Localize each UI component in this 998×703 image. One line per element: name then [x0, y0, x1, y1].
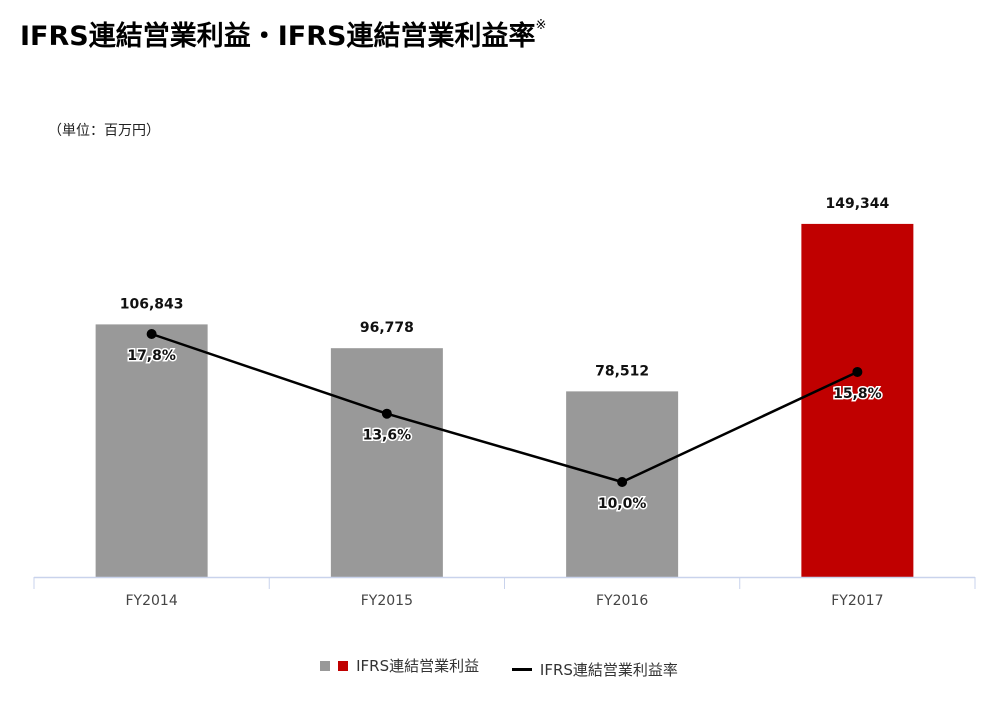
unit-label: （単位：百万円） — [48, 123, 160, 139]
bar-FY2017 — [801, 223, 914, 577]
page-title-text: IFRS連結営業利益・IFRS連結営業利益率 — [20, 21, 536, 52]
legend-swatch-line — [511, 667, 532, 671]
legend-bar-label: IFRS連結営業利益 — [356, 657, 480, 675]
margin-line — [151, 332, 858, 484]
bar-value-label: 106,843 — [120, 296, 184, 312]
margin-value-label: 17,8% — [127, 348, 176, 364]
bar-value-label: 149,344 — [825, 196, 889, 212]
margin-point — [852, 366, 863, 377]
legend-swatch-gray — [320, 660, 331, 671]
legend-item-bars: IFRS連結営業利益 — [320, 655, 479, 676]
margin-value-label: 13,6% — [363, 428, 412, 444]
legend-item-line: IFRS連結営業利益率 — [511, 659, 678, 680]
x-tick-label: FY2014 — [126, 593, 178, 609]
page-title: IFRS連結営業利益・IFRS連結営業利益率※ — [20, 14, 546, 53]
x-tick-label: FY2015 — [361, 593, 413, 609]
legend-line-label: IFRS連結営業利益率 — [539, 660, 678, 679]
chart-legend: IFRS連結営業利益 IFRS連結営業利益率 — [0, 655, 998, 680]
bar-FY2014 — [95, 324, 208, 577]
margin-point — [381, 408, 392, 419]
margin-point — [617, 477, 628, 487]
bar-FY2015 — [330, 348, 443, 577]
x-tick-label: FY2016 — [596, 593, 648, 609]
bar-value-label: 78,512 — [595, 363, 649, 379]
margin-value-label: 10,0% — [598, 496, 647, 512]
margin-point — [146, 329, 157, 339]
title-note-mark: ※ — [535, 18, 547, 33]
bar-value-label: 96,778 — [360, 320, 414, 336]
margin-value-label: 15,8% — [833, 386, 882, 402]
chart-area: 106,843 96,778 78,512 149,344 FY2014 FY2015 FY… — [33, 196, 976, 609]
x-tick-label: FY2017 — [831, 593, 883, 609]
legend-swatch-red — [338, 660, 349, 671]
